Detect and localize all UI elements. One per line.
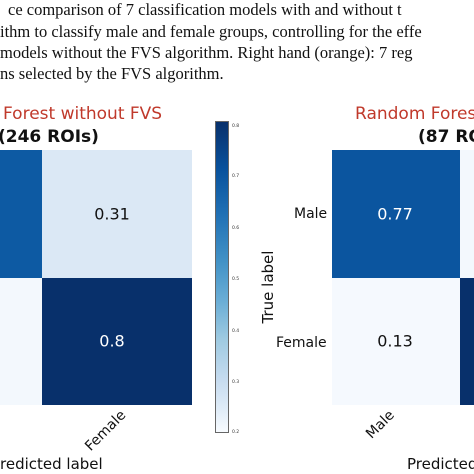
caption-line-1: ce comparison of 7 classification models… xyxy=(8,0,402,19)
colorbar-tick-0.3: 0.3 xyxy=(232,380,240,385)
right-cell-value-top-left: 0.77 xyxy=(377,204,413,224)
right-x-tick-male: Male xyxy=(362,407,398,443)
caption-line-3: models without the FVS algorithm. Right … xyxy=(0,43,413,62)
left-cell-bottom-right xyxy=(42,278,192,405)
colorbar-tick-0.4: 0.4 xyxy=(232,329,240,334)
right-panel-title: Random Forest xyxy=(355,104,474,124)
right-cell-bottom-right xyxy=(460,278,474,405)
right-cell-value-bottom-left: 0.13 xyxy=(377,331,413,351)
left-panel-subtitle: (246 ROIs) xyxy=(0,127,99,147)
caption-line-2: ithm to classify male and female groups,… xyxy=(0,22,422,41)
left-x-axis-label: redicted label xyxy=(0,455,103,473)
colorbar-tick-0.8: 0.8 xyxy=(232,124,240,129)
colorbar-tick-0.7: 0.7 xyxy=(232,174,240,179)
left-cell-value-top-right: 0.31 xyxy=(94,204,130,224)
caption-line-4: ns selected by the FVS algorithm. xyxy=(0,64,224,83)
colorbar-tick-0.5: 0.5 xyxy=(232,277,240,282)
right-y-tick-female: Female xyxy=(276,335,327,351)
right-cell-bottom-left xyxy=(332,278,460,405)
left-x-tick-female: Female xyxy=(82,407,130,455)
left-cell-value-bottom-right: 0.8 xyxy=(99,331,125,351)
right-panel-subtitle: (87 RO xyxy=(418,127,474,147)
left-cell-top-left xyxy=(0,150,42,278)
left-cell-top-right xyxy=(42,150,192,278)
left-panel-title: Forest without FVS xyxy=(3,104,163,124)
colorbar-tick-0.2: 0.2 xyxy=(232,430,240,435)
left-cell-bottom-left xyxy=(0,278,42,405)
right-y-axis-label: True label xyxy=(259,250,277,324)
right-cell-top-right xyxy=(460,150,474,278)
right-cell-top-left xyxy=(332,150,460,278)
colorbar-tick-0.6: 0.6 xyxy=(232,226,240,231)
colorbar xyxy=(215,121,229,433)
right-x-axis-label: Predicted xyxy=(407,455,474,473)
right-y-tick-male: Male xyxy=(294,206,328,222)
